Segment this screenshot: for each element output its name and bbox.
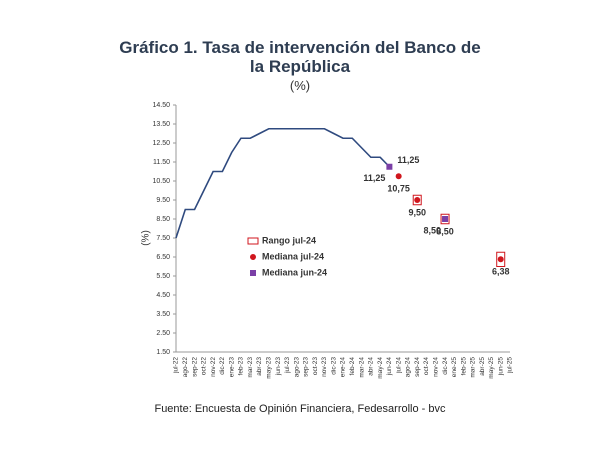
data-label: 10,75 — [387, 184, 410, 194]
x-tick-label: nov-22 — [210, 357, 217, 377]
x-tick-label: dic-22 — [219, 357, 226, 375]
y-tick-label: 12.50 — [152, 140, 170, 147]
legend-swatch — [247, 237, 259, 245]
y-tick-label: 13.50 — [152, 121, 170, 128]
range-box — [412, 194, 422, 206]
x-tick-label: oct-22 — [201, 357, 208, 375]
x-tick-label: jul-23 — [284, 357, 291, 374]
x-tick-label: jul-22 — [173, 357, 180, 374]
median-square — [386, 163, 393, 170]
x-tick-label: oct-23 — [312, 357, 319, 375]
data-label: 9,50 — [408, 207, 426, 217]
x-tick-label: may-25 — [488, 357, 495, 379]
source-note: Fuente: Encuesta de Opinión Financiera, … — [154, 403, 446, 415]
y-tick-label: 10.50 — [152, 178, 170, 185]
x-tick-label: feb-24 — [349, 357, 356, 376]
x-tick-label: ene-24 — [340, 357, 347, 378]
x-tick-label: abr-24 — [368, 357, 375, 376]
data-label: 11,25 — [397, 155, 419, 165]
x-tick-label: mar-25 — [470, 357, 477, 378]
y-tick-label: 2.50 — [156, 330, 170, 337]
median-dot — [395, 173, 402, 180]
range-box — [496, 251, 506, 267]
x-tick-label: mar-23 — [247, 357, 254, 378]
median-square — [442, 216, 449, 222]
x-tick-label: sep-23 — [303, 357, 310, 377]
y-tick-label: 4.50 — [156, 292, 170, 299]
chart-subtitle: (%) — [289, 78, 311, 93]
x-tick-label: ago-23 — [293, 357, 300, 378]
median-dot — [497, 256, 504, 263]
x-tick-label: ago-24 — [405, 357, 412, 378]
y-tick-label: 14.50 — [152, 102, 170, 109]
legend-swatch — [250, 270, 256, 276]
line-series — [175, 127, 390, 239]
legend-label: Mediana jun-24 — [262, 267, 327, 277]
y-tick-label: 11.50 — [153, 159, 170, 166]
legend-label: Rango jul-24 — [262, 235, 316, 245]
chart-title: Gráfico 1. Tasa de intervención del Banc… — [119, 38, 481, 76]
x-tick-label: ene-25 — [451, 357, 458, 378]
y-tick-label: 6.50 — [156, 254, 170, 261]
x-tick-label: jun-23 — [275, 357, 282, 376]
y-tick-label: 7.50 — [156, 235, 170, 242]
x-tick-label: jun-24 — [386, 357, 393, 376]
x-tick-label: may-23 — [265, 357, 272, 379]
data-label: 8,50 — [424, 225, 442, 235]
x-tick-label: dic-24 — [442, 357, 449, 375]
data-label: 6,38 — [492, 267, 510, 277]
x-tick-label: jun-25 — [497, 357, 504, 376]
x-tick-label: may-24 — [377, 357, 384, 379]
x-tick-label: sep-24 — [414, 357, 421, 377]
x-tick-label: dic-23 — [330, 357, 337, 375]
x-tick-label: feb-23 — [238, 357, 245, 376]
range-box — [440, 213, 450, 225]
y-tick-label: 5.50 — [156, 273, 170, 280]
y-axis-label: (%) — [141, 230, 152, 246]
median-dot — [414, 197, 421, 203]
x-tick-label: oct-24 — [423, 357, 430, 375]
y-tick-label: 3.50 — [156, 311, 170, 318]
x-tick-label: jul-24 — [395, 357, 402, 374]
x-tick-label: nov-23 — [321, 357, 328, 377]
data-label: 11,25 — [363, 173, 385, 183]
y-tick-label: 8.50 — [156, 216, 170, 223]
x-tick-label: nov-24 — [432, 357, 439, 377]
data-label: 8,50 — [436, 226, 454, 236]
x-tick-label: feb-25 — [460, 357, 467, 376]
x-tick-label: ago-22 — [182, 357, 189, 378]
x-tick-label: mar-24 — [358, 357, 365, 378]
y-tick-label: 9.50 — [156, 197, 170, 204]
x-tick-label: abr-25 — [479, 357, 486, 376]
x-tick-label: ene-23 — [228, 357, 235, 378]
y-tick-label: 1.50 — [156, 349, 170, 356]
legend-label: Mediana jul-24 — [262, 251, 324, 261]
x-tick-label: jul-25 — [507, 357, 514, 374]
x-tick-label: sep-22 — [191, 357, 198, 377]
x-tick-label: abr-23 — [256, 357, 263, 376]
legend-swatch — [250, 254, 256, 260]
